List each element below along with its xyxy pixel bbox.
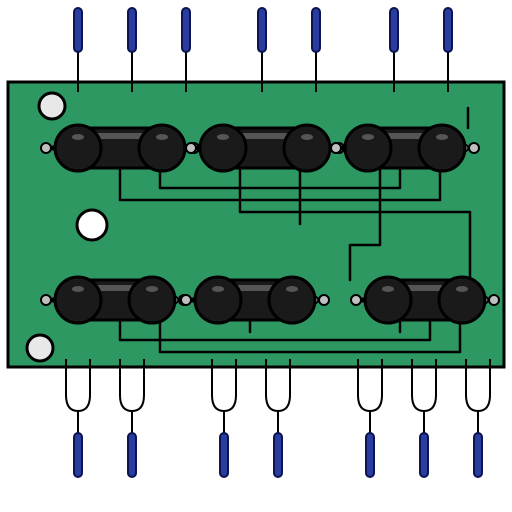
pcb-diagram bbox=[0, 0, 512, 512]
